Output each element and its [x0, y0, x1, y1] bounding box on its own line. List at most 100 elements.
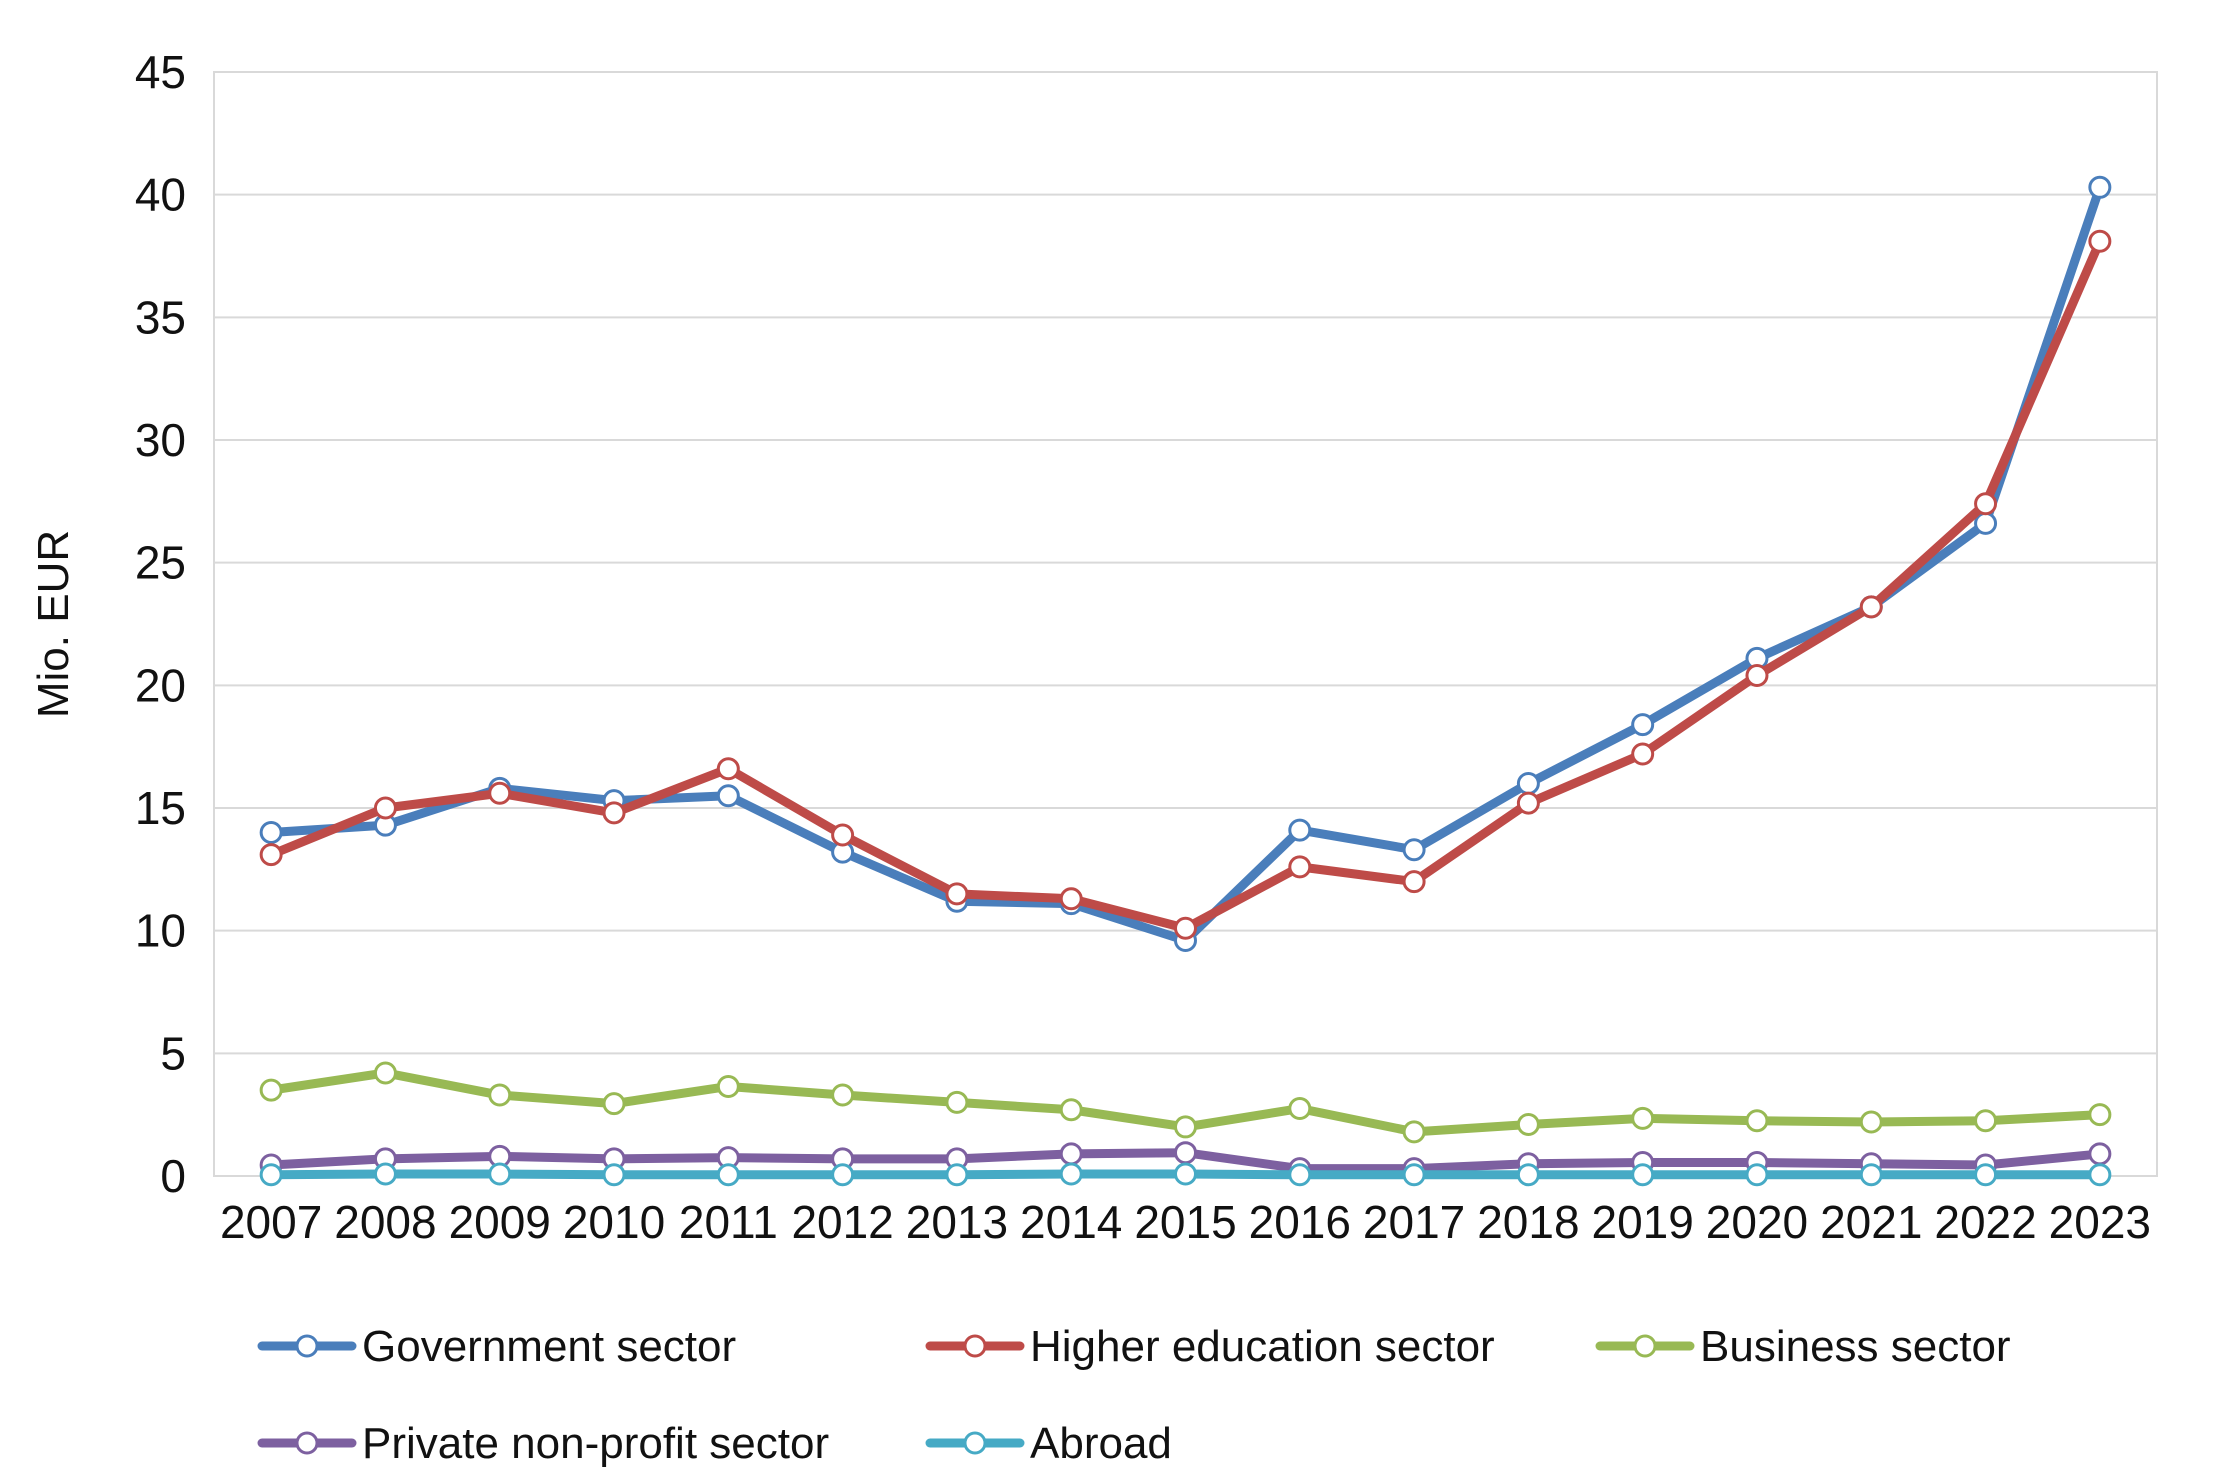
x-tick-label: 2014: [1020, 1196, 1122, 1248]
data-point: [1516, 1112, 1540, 1136]
data-point: [373, 1061, 397, 1085]
legend-item: Government sector: [257, 1322, 736, 1371]
data-point: [1859, 1163, 1883, 1187]
plot-area-frame: [213, 71, 2158, 1177]
data-point: [1174, 1141, 1197, 1165]
x-tick-label: 2013: [906, 1196, 1008, 1248]
data-point: [1974, 1163, 1998, 1187]
legend-marker: [295, 1431, 319, 1455]
x-tick-label: 2016: [1249, 1196, 1351, 1248]
gridlines: [214, 71, 2157, 1177]
x-tick-label: 2015: [1134, 1196, 1236, 1248]
data-point: [373, 1162, 397, 1186]
x-tick-label: 2010: [563, 1196, 665, 1248]
data-point: [1974, 511, 1998, 535]
data-point: [2088, 1163, 2112, 1187]
legend-label: Abroad: [1030, 1419, 1172, 1468]
data-point: [831, 1163, 855, 1187]
data-point: [259, 1078, 283, 1102]
data-point: [2088, 1103, 2112, 1127]
data-point: [1059, 1162, 1083, 1186]
data-point: [1745, 1109, 1769, 1133]
legend-marker: [295, 1334, 319, 1358]
x-tick-label: 2011: [679, 1196, 778, 1248]
y-axis-title: Mio. EUR: [29, 530, 78, 718]
y-tick-label: 0: [160, 1150, 186, 1202]
legend-label: Higher education sector: [1030, 1322, 1495, 1371]
data-point: [1288, 1097, 1312, 1121]
data-point: [716, 757, 740, 781]
x-tick-label: 2008: [334, 1196, 436, 1248]
x-tick-label: 2023: [2049, 1196, 2151, 1248]
data-point: [1974, 1109, 1998, 1133]
data-point: [1516, 791, 1540, 815]
legend-label: Private non-profit sector: [362, 1419, 829, 1468]
data-point: [945, 882, 969, 906]
x-tick-label: 2021: [1820, 1196, 1922, 1248]
x-tick-label: 2007: [220, 1196, 322, 1248]
legend: Government sector Higher education sector…: [257, 1322, 2011, 1468]
data-point: [488, 1162, 512, 1186]
x-tick-label: 2019: [1592, 1196, 1694, 1248]
data-point: [1631, 742, 1655, 766]
x-axis-ticks: 2007 2008 2009 2010 2011 2012 2013 2014 2015 2016…: [220, 1196, 2151, 1248]
y-tick-label: 45: [135, 46, 186, 98]
data-point: [1174, 916, 1197, 940]
data-point: [259, 1163, 283, 1187]
y-tick-label: 20: [135, 659, 186, 711]
y-tick-label: 25: [135, 537, 186, 589]
x-tick-label: 2009: [449, 1196, 551, 1248]
data-point: [831, 1083, 855, 1107]
y-tick-label: 15: [135, 782, 186, 834]
x-tick-label: 2012: [791, 1196, 893, 1248]
data-point: [1859, 1110, 1883, 1134]
series-business-sector: [259, 1061, 2112, 1144]
x-tick-label: 2020: [1706, 1196, 1808, 1248]
data-point: [1402, 1163, 1426, 1187]
data-point: [945, 1163, 969, 1187]
data-point: [1059, 1098, 1083, 1122]
data-point: [1402, 838, 1426, 862]
series-higher-education-sector: [259, 229, 2112, 940]
data-point: [373, 796, 397, 820]
x-tick-label: 2022: [1934, 1196, 2036, 1248]
data-point: [1059, 887, 1083, 911]
series-line: [266, 236, 2105, 933]
data-point: [488, 781, 512, 805]
y-tick-label: 10: [135, 905, 186, 957]
data-point: [1288, 818, 1312, 842]
data-point: [1859, 595, 1883, 619]
legend-marker: [963, 1431, 987, 1455]
data-point: [1402, 870, 1426, 894]
data-point: [2088, 1142, 2112, 1166]
legend-item: Abroad: [925, 1419, 1172, 1468]
data-point: [259, 821, 283, 845]
data-point: [945, 1090, 969, 1114]
x-tick-label: 2018: [1477, 1196, 1579, 1248]
series-line: [266, 182, 2105, 945]
x-tick-label: 2017: [1363, 1196, 1465, 1248]
data-point: [1745, 664, 1769, 688]
data-point: [716, 1074, 740, 1098]
legend-item: Higher education sector: [925, 1322, 1495, 1371]
data-point: [1631, 713, 1655, 737]
data-point: [602, 1163, 626, 1187]
legend-item: Business sector: [1595, 1322, 2011, 1371]
data-point: [1516, 1163, 1540, 1187]
data-point: [831, 823, 855, 847]
data-point: [1974, 492, 1998, 516]
data-point: [716, 1163, 740, 1187]
data-point: [2088, 229, 2112, 253]
y-tick-label: 5: [160, 1027, 186, 1079]
data-point: [1288, 855, 1312, 879]
data-point: [1745, 1163, 1769, 1187]
data-point: [488, 1083, 512, 1107]
data-point: [602, 1092, 626, 1116]
data-point: [1059, 1142, 1083, 1166]
series-lines: [259, 175, 2112, 1187]
legend-marker: [1633, 1334, 1657, 1358]
series-abroad: [259, 1162, 2112, 1187]
data-point: [1631, 1163, 1655, 1187]
